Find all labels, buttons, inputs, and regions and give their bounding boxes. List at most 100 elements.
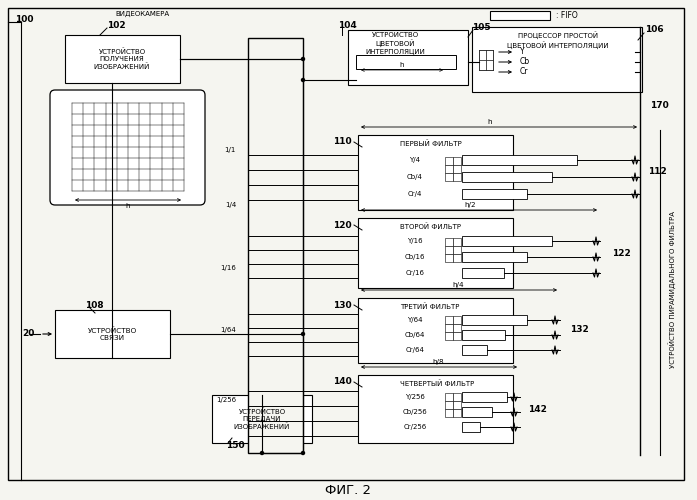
Text: 112: 112	[648, 168, 667, 176]
Text: Cb/16: Cb/16	[405, 254, 425, 260]
Text: h: h	[125, 203, 130, 209]
Bar	[462, 155, 577, 165]
Bar	[358, 298, 513, 363]
Text: Cr/64: Cr/64	[406, 347, 424, 353]
Bar	[453, 409, 461, 417]
Bar	[453, 401, 461, 409]
Text: 1/1: 1/1	[224, 147, 236, 153]
Text: : FIFO: : FIFO	[556, 11, 578, 20]
Bar	[453, 173, 461, 181]
Text: ВИДЕОКАМЕРА: ВИДЕОКАМЕРА	[115, 11, 169, 17]
Text: 104: 104	[338, 20, 357, 30]
Text: Y/16: Y/16	[407, 238, 423, 244]
Text: 170: 170	[650, 100, 668, 110]
Text: УСТРОЙСТВО ПИРАМИДАЛЬНОГО ФИЛЬТРА: УСТРОЙСТВО ПИРАМИДАЛЬНОГО ФИЛЬТРА	[668, 212, 676, 368]
Bar	[453, 316, 461, 324]
Bar	[453, 165, 461, 173]
Bar	[212, 395, 312, 443]
Text: 108: 108	[85, 300, 104, 310]
Bar	[479, 50, 493, 70]
Bar	[445, 173, 453, 181]
Text: Cb/256: Cb/256	[403, 409, 427, 415]
Bar	[453, 324, 461, 332]
Text: Cb/4: Cb/4	[407, 174, 423, 180]
Circle shape	[302, 78, 305, 82]
Bar	[358, 375, 513, 443]
Bar	[453, 246, 461, 254]
Bar	[462, 345, 487, 355]
Bar	[486, 50, 493, 60]
Text: 122: 122	[612, 248, 631, 258]
Text: Cr/16: Cr/16	[406, 270, 424, 276]
Text: 130: 130	[333, 300, 352, 310]
Bar	[453, 332, 461, 340]
Text: 1/64: 1/64	[220, 327, 236, 333]
Bar	[445, 393, 453, 401]
Text: ЧЕТВЕРТЫЙ ФИЛЬТР: ЧЕТВЕРТЫЙ ФИЛЬТР	[400, 380, 474, 388]
Text: УСТРОЙСТВО
ЦВЕТОВОЙ
ИНТЕРПОЛЯЦИИ: УСТРОЙСТВО ЦВЕТОВОЙ ИНТЕРПОЛЯЦИИ	[365, 32, 425, 54]
Text: Y/256: Y/256	[405, 394, 425, 400]
Text: 20: 20	[22, 330, 34, 338]
Bar	[462, 172, 552, 182]
Bar	[462, 422, 480, 432]
Bar	[55, 310, 170, 358]
Bar	[445, 165, 453, 173]
Bar	[445, 324, 453, 332]
Bar	[453, 393, 461, 401]
Text: 120: 120	[333, 220, 352, 230]
Bar	[462, 330, 505, 340]
Text: 106: 106	[645, 26, 664, 35]
Bar	[462, 268, 504, 278]
Bar	[358, 218, 513, 288]
Bar	[445, 316, 453, 324]
Bar	[486, 60, 493, 70]
Text: 132: 132	[570, 326, 589, 334]
Bar	[445, 246, 453, 254]
Bar	[462, 392, 507, 402]
Bar	[445, 157, 453, 165]
Text: 140: 140	[333, 378, 352, 386]
Text: ФИГ. 2: ФИГ. 2	[325, 484, 371, 496]
Text: Cb/64: Cb/64	[405, 332, 425, 338]
Text: Y/64: Y/64	[407, 317, 423, 323]
Text: УСТРОЙСТВО
СВЯЗИ: УСТРОЙСТВО СВЯЗИ	[87, 327, 137, 341]
Bar	[356, 55, 456, 69]
Bar	[479, 60, 486, 70]
Bar	[453, 238, 461, 246]
Text: УСТРОЙСТВО
ПОЛУЧЕНИЯ
ИЗОБРАЖЕНИЙ: УСТРОЙСТВО ПОЛУЧЕНИЯ ИЗОБРАЖЕНИЙ	[94, 48, 150, 70]
Text: 1/4: 1/4	[224, 202, 236, 208]
Circle shape	[302, 332, 305, 336]
Text: h/4: h/4	[452, 282, 464, 288]
Bar	[65, 35, 180, 83]
Text: 105: 105	[472, 24, 491, 32]
Bar	[248, 38, 303, 453]
Bar	[462, 315, 527, 325]
Text: h/8: h/8	[432, 359, 444, 365]
Bar	[462, 407, 492, 417]
Bar	[462, 252, 527, 262]
Text: h: h	[400, 62, 404, 68]
Bar	[453, 254, 461, 262]
Text: ПЕРВЫЙ ФИЛЬТР: ПЕРВЫЙ ФИЛЬТР	[400, 140, 461, 147]
Text: h: h	[488, 119, 492, 125]
Text: Cr/256: Cr/256	[404, 424, 427, 430]
Bar	[445, 401, 453, 409]
Text: 142: 142	[528, 406, 547, 414]
Bar	[462, 189, 527, 199]
Text: h/2: h/2	[464, 202, 476, 208]
Text: ПРОЦЕССОР ПРОСТОЙ
ЦВЕТОВОЙ ИНТЕРПОЛЯЦИИ: ПРОЦЕССОР ПРОСТОЙ ЦВЕТОВОЙ ИНТЕРПОЛЯЦИИ	[507, 32, 608, 48]
Circle shape	[302, 452, 305, 454]
Text: 110: 110	[333, 138, 352, 146]
Text: ВТОРОЙ ФИЛЬТР: ВТОРОЙ ФИЛЬТР	[400, 224, 461, 230]
Bar	[479, 50, 486, 60]
Text: 1/16: 1/16	[220, 265, 236, 271]
Bar	[453, 157, 461, 165]
Text: Y: Y	[520, 48, 525, 56]
Text: УСТРОЙСТВО
ПЕРЕДАЧИ
ИЗОБРАЖЕНИЙ: УСТРОЙСТВО ПЕРЕДАЧИ ИЗОБРАЖЕНИЙ	[233, 408, 290, 430]
Bar	[445, 332, 453, 340]
Circle shape	[302, 58, 305, 60]
Text: 100: 100	[15, 16, 33, 24]
Bar	[445, 409, 453, 417]
Bar	[358, 135, 513, 210]
Bar	[348, 30, 468, 85]
